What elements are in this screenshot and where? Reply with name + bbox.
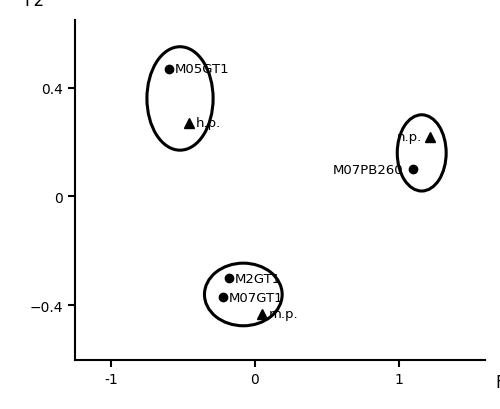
Y-axis label: F2: F2	[24, 0, 44, 10]
Text: n.p.: n.p.	[396, 131, 421, 144]
Text: M05GT1: M05GT1	[174, 63, 229, 76]
Text: M2GT1: M2GT1	[234, 272, 281, 285]
Text: h.p.: h.p.	[196, 117, 221, 130]
Text: m.p.: m.p.	[269, 307, 299, 320]
X-axis label: F1: F1	[496, 373, 500, 391]
Text: M07PB260: M07PB260	[332, 163, 403, 176]
Text: M07GT1: M07GT1	[229, 291, 283, 304]
